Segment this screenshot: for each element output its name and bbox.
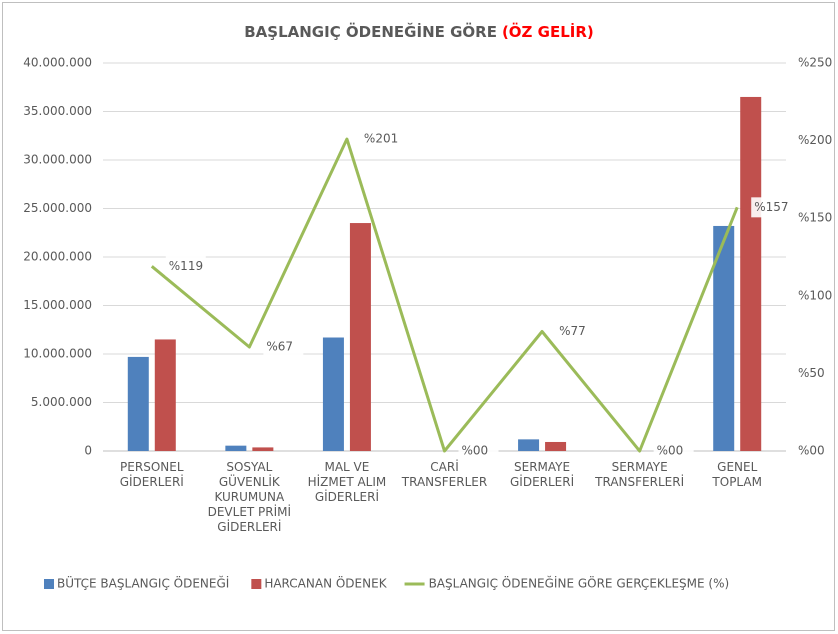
data-label-box <box>165 256 206 277</box>
x-tick-label: MAL VE HİZMET ALIM GİDERLERİ <box>307 460 387 504</box>
bar <box>154 339 176 451</box>
x-tick-label: SERMAYE GİDERLERİ <box>509 460 575 489</box>
y2-tick-label: %250 <box>798 56 832 70</box>
data-label: %201 <box>364 132 398 146</box>
bar <box>322 337 344 451</box>
y-tick-label: 40.000.000 <box>23 56 92 70</box>
y-tick-label: 15.000.000 <box>23 298 92 312</box>
x-tick-label: CARİ TRANSFERLER <box>401 460 488 489</box>
data-label: %77 <box>559 324 586 338</box>
bar <box>713 225 735 451</box>
bar <box>225 445 247 451</box>
y-tick-label: 10.000.000 <box>23 347 92 361</box>
data-label: %119 <box>169 259 203 273</box>
y2-tick-label: %200 <box>798 133 832 147</box>
data-label: %67 <box>266 340 293 354</box>
bar <box>349 223 371 451</box>
bar <box>740 96 762 451</box>
legend-label: HARCANAN ÖDENEK <box>264 575 387 591</box>
bar <box>545 441 567 451</box>
data-label-box <box>263 337 304 358</box>
chart-title: BAŞLANGIÇ ÖDENEĞİNE GÖRE (ÖZ GELİR) <box>244 22 594 41</box>
data-label-box <box>751 197 792 218</box>
y-tick-label: 20.000.000 <box>23 250 92 264</box>
legend-label: BÜTÇE BAŞLANGIÇ ÖDENEĞİ <box>57 575 229 591</box>
line-series <box>150 137 739 453</box>
y2-tick-label: %00 <box>798 444 825 458</box>
y-tick-label: 0 <box>84 444 92 458</box>
x-tick-label: PERSONEL GİDERLERİ <box>119 460 184 489</box>
y-tick-label: 30.000.000 <box>23 153 92 167</box>
y-tick-label: 5.000.000 <box>31 395 92 409</box>
bar <box>518 439 540 451</box>
y2-tick-label: %50 <box>798 366 825 380</box>
bar <box>127 356 149 451</box>
bar <box>252 447 274 451</box>
title-main: BAŞLANGIÇ ÖDENEĞİNE GÖRE <box>244 22 497 41</box>
x-tick-label: GENEL TOPLAM <box>712 460 762 489</box>
data-label-box <box>556 321 597 342</box>
y2-tick-label: %100 <box>798 288 832 302</box>
y2-tick-label: %150 <box>798 211 832 225</box>
y-tick-label: 35.000.000 <box>23 104 92 118</box>
legend-label: BAŞLANGIÇ ÖDENEĞİNE GÖRE GERÇEKLEŞME (%) <box>429 575 730 591</box>
data-label-box <box>360 129 401 150</box>
legend-symbol <box>44 579 54 589</box>
data-label: %157 <box>754 200 788 214</box>
data-label-box <box>653 441 694 461</box>
legend-symbol <box>251 579 262 589</box>
x-tick-label: SERMAYE TRANSFERLERİ <box>595 460 685 489</box>
x-tick-label: SOSYAL GÜVENLİK KURUMUNA DEVLET PRİMİ Gİ… <box>207 460 292 534</box>
y-tick-label: 25.000.000 <box>23 201 92 215</box>
data-label-box <box>458 441 499 461</box>
title-highlight: (ÖZ GELİR) <box>502 22 594 41</box>
data-label: %00 <box>462 444 489 458</box>
data-label: %00 <box>657 444 684 458</box>
